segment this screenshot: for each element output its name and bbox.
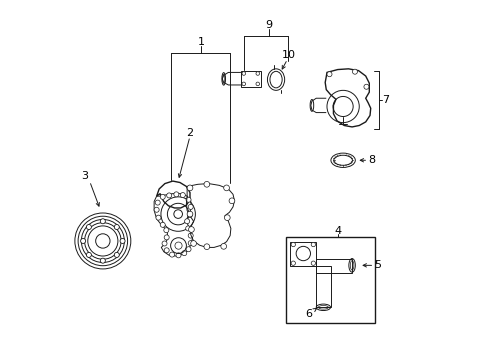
Circle shape	[81, 238, 85, 243]
Circle shape	[166, 193, 171, 198]
Circle shape	[255, 72, 259, 75]
Text: 2: 2	[186, 129, 193, 138]
Text: 4: 4	[334, 226, 341, 236]
Text: 8: 8	[367, 155, 375, 165]
Circle shape	[224, 215, 230, 221]
Circle shape	[352, 69, 357, 74]
Circle shape	[188, 240, 193, 246]
Circle shape	[310, 261, 315, 265]
Circle shape	[242, 72, 245, 75]
Circle shape	[290, 242, 295, 247]
Circle shape	[174, 192, 179, 197]
Circle shape	[184, 219, 189, 224]
Circle shape	[164, 248, 169, 253]
Circle shape	[160, 222, 165, 227]
Circle shape	[203, 244, 209, 249]
Circle shape	[154, 207, 159, 212]
Circle shape	[100, 258, 105, 263]
Circle shape	[242, 82, 245, 86]
Text: 10: 10	[282, 50, 296, 60]
Text: 6: 6	[304, 310, 311, 319]
Text: 9: 9	[265, 20, 272, 30]
Text: 3: 3	[81, 171, 88, 181]
Circle shape	[221, 243, 226, 249]
Bar	[285, 237, 375, 323]
Circle shape	[86, 225, 91, 230]
Circle shape	[114, 252, 119, 257]
Text: 7: 7	[382, 95, 389, 105]
Circle shape	[326, 72, 331, 77]
Circle shape	[182, 251, 186, 256]
Circle shape	[187, 185, 192, 191]
Text: 1: 1	[198, 37, 204, 47]
Circle shape	[185, 226, 190, 231]
Circle shape	[176, 253, 181, 258]
Circle shape	[185, 247, 191, 252]
Circle shape	[163, 228, 168, 233]
Circle shape	[228, 198, 234, 204]
Circle shape	[188, 226, 194, 232]
Circle shape	[100, 219, 105, 224]
Circle shape	[164, 235, 169, 240]
Circle shape	[169, 252, 174, 257]
Circle shape	[187, 211, 192, 217]
Circle shape	[290, 261, 295, 265]
Circle shape	[188, 233, 193, 238]
Circle shape	[180, 193, 185, 198]
Circle shape	[203, 181, 209, 187]
Circle shape	[255, 82, 259, 86]
Circle shape	[190, 240, 196, 246]
Circle shape	[120, 238, 125, 243]
Circle shape	[86, 252, 91, 257]
Circle shape	[185, 197, 191, 202]
Circle shape	[187, 212, 192, 217]
Circle shape	[363, 84, 368, 89]
Circle shape	[223, 185, 229, 191]
Circle shape	[188, 204, 193, 210]
Text: 5: 5	[374, 260, 381, 270]
Circle shape	[310, 242, 315, 247]
Circle shape	[114, 225, 119, 230]
Circle shape	[155, 200, 160, 205]
Circle shape	[156, 215, 161, 220]
Circle shape	[162, 241, 167, 246]
Circle shape	[160, 194, 165, 199]
